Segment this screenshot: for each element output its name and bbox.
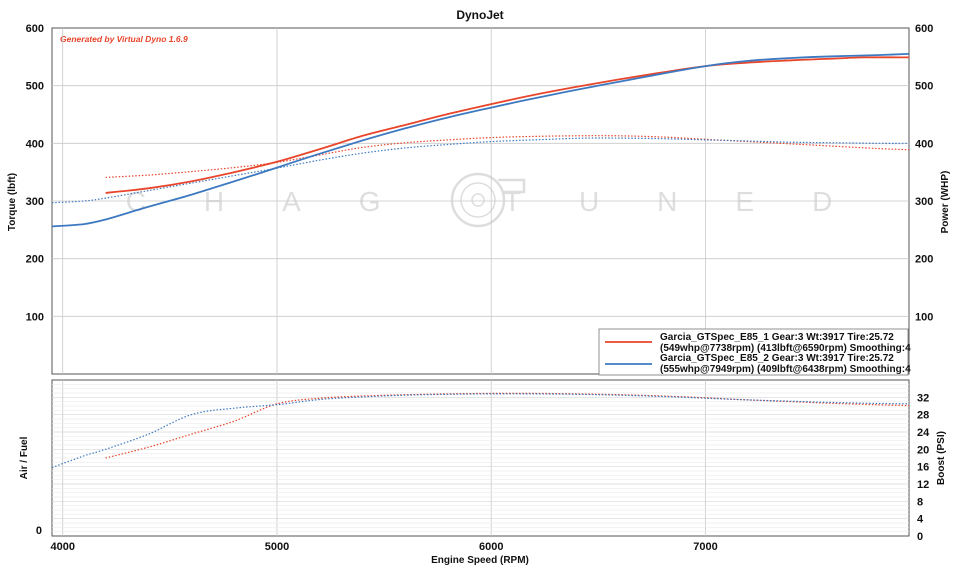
watermark-text: CHAG TUNED	[126, 186, 891, 217]
y-axis-title-boost: Boost (PSI)	[936, 431, 947, 485]
x-tick-label-0: 4000	[50, 541, 74, 553]
x-ticks: 4000 5000 6000 7000	[50, 541, 717, 553]
x-axis-title: Engine Speed (RPM)	[431, 555, 529, 566]
y2-tick-label-boost-4: 16	[917, 462, 929, 474]
legend-detail-1: (549whp@7738rpm) (413lbft@6590rpm) Smoot…	[660, 343, 911, 354]
y2-tick-label-power-1: 200	[915, 254, 933, 266]
y-tick-label-torque-2: 300	[26, 196, 44, 208]
top-grid	[52, 28, 909, 374]
y-tick-label-airfuel-0: 0	[36, 525, 42, 537]
legend-label-2: Garcia_GTSpec_E85_2 Gear:3 Wt:3917 Tire:…	[660, 353, 894, 364]
turbo-watermark-icon	[450, 172, 526, 228]
series-1-power-line	[105, 56, 910, 194]
y-axis-title-airfuel: Air / Fuel	[19, 436, 30, 479]
y2-tick-label-power-5: 600	[915, 23, 933, 35]
series-2-torque-line	[105, 135, 910, 178]
y2-tick-label-boost-7: 28	[917, 410, 929, 422]
x-tick-label-1: 5000	[265, 541, 289, 553]
y2-tick-label-power-0: 100	[915, 311, 933, 323]
y2-tick-label-boost-3: 12	[917, 479, 929, 491]
x-tick-label-3: 7000	[693, 541, 717, 553]
y-tick-label-torque-1: 200	[26, 254, 44, 266]
legend-detail-2: (555whp@7949rpm) (409lbft@6438rpm) Smoot…	[660, 364, 911, 375]
bottom-series	[51, 392, 910, 469]
generator-note: Generated by Virtual Dyno 1.6.9	[60, 34, 188, 44]
watermark: CHAG TUNED	[126, 172, 891, 228]
legend-box	[598, 328, 909, 376]
y2-tick-label-boost-0: 0	[917, 531, 923, 543]
bottom-ticks: 0 4 8 12 16 20 24 28 32 0	[36, 392, 930, 543]
top-series	[51, 53, 910, 228]
y2-tick-label-power-2: 300	[915, 196, 933, 208]
bottom-grid	[52, 380, 909, 536]
legend-label-1: Garcia_GTSpec_E85_1 Gear:3 Wt:3917 Tire:…	[660, 332, 894, 343]
y2-tick-label-power-3: 400	[915, 138, 933, 150]
y2-tick-label-boost-2: 8	[917, 496, 923, 508]
y-tick-label-torque-0: 100	[26, 311, 44, 323]
y2-tick-label-boost-8: 32	[917, 392, 929, 404]
x-tick-label-2: 6000	[479, 541, 503, 553]
top-ticks: 100 200 300 400 500 600 100 200 300 400 500 600	[26, 23, 934, 323]
y-axis-title-power: Power (WHP)	[940, 171, 951, 234]
y-tick-label-torque-3: 400	[26, 138, 44, 150]
y2-tick-label-power-4: 500	[915, 81, 933, 93]
series-2-boost-line	[51, 393, 910, 469]
y2-tick-label-boost-5: 20	[917, 444, 929, 456]
y2-tick-label-boost-6: 24	[917, 427, 930, 439]
series-4-torque-line	[51, 137, 910, 204]
legend: Garcia_GTSpec_E85_1 Gear:3 Wt:3917 Tire:…	[598, 328, 911, 376]
y-tick-label-torque-4: 500	[26, 81, 44, 93]
y-tick-label-torque-5: 600	[26, 23, 44, 35]
series-1-boost-line	[105, 392, 910, 459]
series-3-power-line	[51, 53, 909, 228]
y2-tick-label-boost-1: 4	[917, 514, 924, 526]
y-axis-title-torque: Torque (lbft)	[7, 173, 18, 231]
chart-title: DynoJet	[456, 8, 503, 22]
